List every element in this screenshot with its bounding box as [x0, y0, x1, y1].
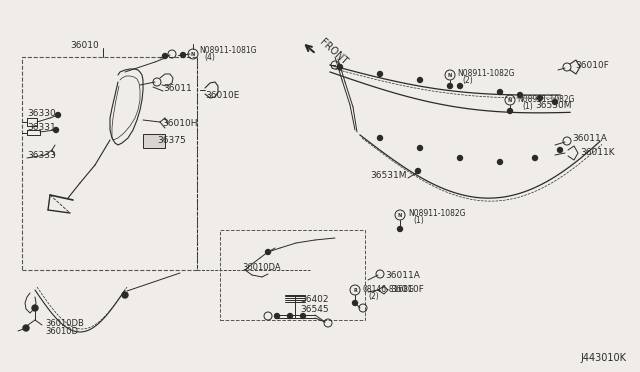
Circle shape — [552, 99, 557, 105]
Circle shape — [447, 83, 452, 89]
Circle shape — [518, 93, 522, 97]
Bar — [22, 57, 197, 270]
Text: 36011: 36011 — [163, 83, 192, 93]
Text: (1): (1) — [413, 215, 424, 224]
Text: 36010E: 36010E — [205, 90, 239, 99]
Text: 36330: 36330 — [27, 109, 56, 118]
Text: 36010F: 36010F — [575, 61, 609, 70]
Circle shape — [122, 292, 128, 298]
Circle shape — [301, 314, 305, 318]
Circle shape — [417, 77, 422, 83]
Circle shape — [417, 145, 422, 151]
Text: 36333: 36333 — [27, 151, 56, 160]
Circle shape — [508, 109, 513, 113]
Text: 36010DA: 36010DA — [242, 263, 280, 273]
Text: N08911-1081G: N08911-1081G — [199, 45, 257, 55]
Circle shape — [163, 54, 168, 58]
Text: 36530M: 36530M — [535, 100, 572, 109]
Text: 36010: 36010 — [70, 41, 99, 49]
Text: 36010F: 36010F — [390, 285, 424, 295]
Text: N: N — [508, 97, 512, 103]
Text: N08911-1082G: N08911-1082G — [408, 208, 465, 218]
Text: (2): (2) — [368, 292, 379, 301]
Text: J443010K: J443010K — [580, 353, 626, 363]
Circle shape — [378, 135, 383, 141]
Text: 36402: 36402 — [300, 295, 328, 305]
Circle shape — [337, 64, 342, 70]
Text: 36375: 36375 — [157, 135, 186, 144]
Circle shape — [32, 305, 38, 311]
Circle shape — [378, 71, 383, 77]
Circle shape — [557, 148, 563, 153]
Circle shape — [532, 155, 538, 160]
Text: N: N — [191, 51, 195, 57]
Circle shape — [180, 52, 186, 58]
Bar — [220, 230, 365, 320]
Text: 36331: 36331 — [27, 122, 56, 131]
Text: 36531M: 36531M — [370, 170, 406, 180]
Circle shape — [397, 227, 403, 231]
Text: (4): (4) — [204, 52, 215, 61]
Text: N08911-1082G: N08911-1082G — [517, 94, 575, 103]
Text: 36545: 36545 — [300, 305, 328, 314]
Text: 36010D: 36010D — [45, 327, 78, 336]
Circle shape — [54, 128, 58, 132]
Text: 36011A: 36011A — [385, 270, 420, 279]
Text: (1): (1) — [522, 102, 532, 110]
Circle shape — [266, 250, 271, 254]
Text: 36011A: 36011A — [572, 134, 607, 142]
Text: 36010H: 36010H — [162, 119, 198, 128]
Circle shape — [56, 112, 61, 118]
Text: R: R — [353, 288, 357, 292]
Text: 08146-8168G: 08146-8168G — [363, 285, 415, 294]
Circle shape — [497, 160, 502, 164]
Text: N: N — [398, 212, 402, 218]
Bar — [143, 134, 165, 148]
Text: 36010DB: 36010DB — [45, 320, 84, 328]
Text: FRONT: FRONT — [318, 37, 349, 67]
Text: N08911-1082G: N08911-1082G — [457, 68, 515, 77]
Text: 36011K: 36011K — [580, 148, 614, 157]
Circle shape — [353, 301, 358, 305]
Circle shape — [275, 314, 280, 318]
Circle shape — [458, 83, 463, 89]
Circle shape — [538, 96, 543, 100]
Circle shape — [23, 325, 29, 331]
Text: (2): (2) — [462, 76, 473, 84]
Circle shape — [287, 314, 292, 318]
Circle shape — [497, 90, 502, 94]
Text: N: N — [448, 73, 452, 77]
Circle shape — [415, 169, 420, 173]
Circle shape — [458, 155, 463, 160]
